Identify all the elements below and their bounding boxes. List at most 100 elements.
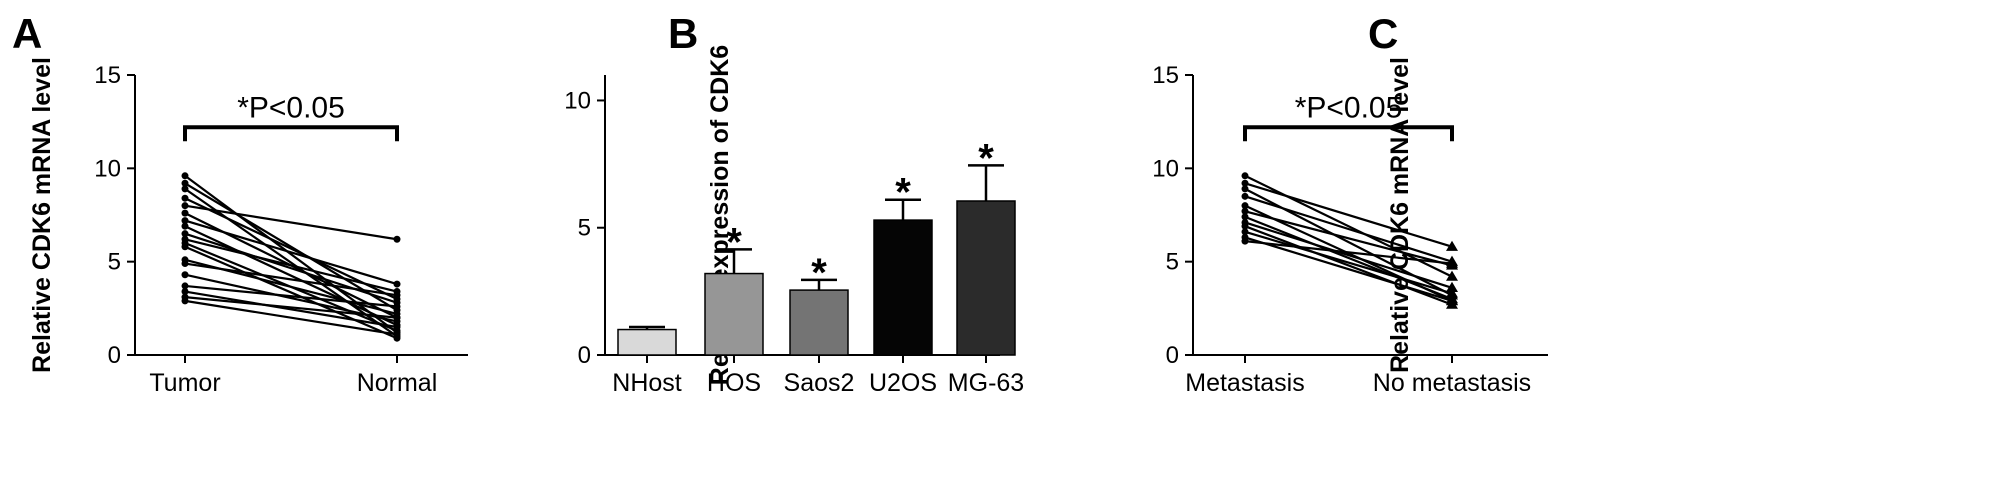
panel-a-point <box>393 235 401 243</box>
panel-a-point <box>393 314 401 322</box>
panel-b-significance-star: * <box>811 251 827 295</box>
panel-c-y-tick-label: 5 <box>1166 249 1179 276</box>
panel-a-y-tick-label: 5 <box>108 249 121 276</box>
panel-b-y-tick-label: 5 <box>578 215 591 242</box>
panel-a-point <box>181 179 189 187</box>
panel-b-x-tick-label: MG-63 <box>948 369 1024 397</box>
panel-a-point <box>181 282 189 290</box>
panel-c-point <box>1446 240 1458 251</box>
panel-a-series-line <box>184 204 398 241</box>
panel-c-y-tick-label: 15 <box>1152 62 1179 89</box>
panel-c-point <box>1446 270 1458 281</box>
panel-a-point <box>181 271 189 279</box>
panel-c-point <box>1446 257 1458 268</box>
panel-b-significance-star: * <box>978 136 994 180</box>
panel-a-annotation: *P<0.05 <box>183 91 399 142</box>
panel-c-series-line <box>1244 221 1453 289</box>
panel-a-point <box>181 185 189 193</box>
panel-b-significance-star: * <box>726 220 742 264</box>
panel-a-point <box>393 302 401 310</box>
panel-a-series-line <box>184 284 398 308</box>
panel-a-y-tick-label: 15 <box>94 62 121 89</box>
panel-c-point <box>1241 192 1249 200</box>
panel-a-p-value-label: *P<0.05 <box>237 91 345 124</box>
panel-a-point <box>393 330 401 338</box>
panel-a-point <box>393 323 401 331</box>
panel-c-point <box>1241 172 1249 180</box>
panel-a-significance-bracket <box>183 125 399 142</box>
panel-c-point <box>1241 179 1249 187</box>
panel-a-y-tick-label: 0 <box>108 342 121 369</box>
panel-c-annotation: *P<0.05 <box>1243 91 1454 142</box>
panel-a-series-line <box>184 219 398 286</box>
panel-a-point <box>181 202 189 210</box>
panel-b-bars: * * * * <box>617 136 1016 356</box>
panel-c-axes: 0 5 10 15 Metastasis No metastasis <box>1152 62 1548 397</box>
panel-a-series-line <box>184 225 398 327</box>
panel-a-series <box>181 172 401 342</box>
panel-b-x-tick-label: U2OS <box>869 369 937 397</box>
panel-c-series-line <box>1244 182 1453 248</box>
panel-b-axes: 0 5 10 NHost HOS Saos2 U2OS MG-63 <box>564 75 1024 397</box>
panel-c-p-value-label: *P<0.05 <box>1295 91 1403 124</box>
panel-a-x-tick-label: Normal <box>357 369 438 397</box>
panel-c-y-axis-label: Relative CDK6 mRNA level <box>1386 57 1414 373</box>
panel-a-series-line <box>184 262 398 297</box>
panel-c-series-line <box>1244 210 1453 267</box>
panel-b-y-tick-label: 0 <box>578 342 591 369</box>
panel-c-letter: C <box>1368 10 1398 57</box>
panel-c-significance-bracket <box>1243 125 1454 142</box>
panel-b-bar <box>704 272 764 356</box>
panel-a-point <box>393 280 401 288</box>
panel-a-point <box>181 230 189 238</box>
panel-a-series-line <box>184 245 398 340</box>
panel-a-series-line <box>184 238 398 293</box>
panel-c-point <box>1241 222 1249 230</box>
panel-a-point <box>181 288 189 296</box>
panel-a-series-line <box>184 174 398 334</box>
panel-c-series-line <box>1244 240 1453 265</box>
panel-c-x-tick-label: Metastasis <box>1185 369 1304 397</box>
panel-c-point <box>1241 213 1249 221</box>
panel-c-point <box>1241 207 1249 215</box>
panel-c-series <box>1241 172 1458 309</box>
panel-b-x-tick-label: HOS <box>707 369 761 397</box>
panel-b-letter: B <box>668 10 698 57</box>
panel-c-y-tick-label: 0 <box>1166 342 1179 369</box>
panel-b-significance-star: * <box>895 171 911 215</box>
panel-a-series-line <box>184 187 398 338</box>
panel-b-x-tick-label: NHost <box>612 369 682 397</box>
panel-c-point <box>1241 228 1249 236</box>
panel-c-point <box>1241 202 1249 210</box>
panel-c-series-line <box>1244 230 1453 295</box>
panel-b-bar <box>617 328 677 356</box>
panel-c-point <box>1446 287 1458 298</box>
panel-b-bar <box>789 289 849 356</box>
panel-a-letter: A <box>12 10 42 57</box>
panel-a-point <box>181 172 189 180</box>
panel-c-point <box>1241 237 1249 245</box>
panel-a-point <box>181 243 189 251</box>
panel-a-point <box>181 217 189 225</box>
panel-a-point <box>181 194 189 202</box>
panel-c-point <box>1241 185 1249 193</box>
panel-a: A Relative CDK6 mRNA level 0 5 10 15 Tumor No… <box>12 10 468 397</box>
panel-b-y-tick-label: 10 <box>564 87 591 114</box>
panel-b-bar <box>956 200 1016 356</box>
panel-a-point <box>181 260 189 268</box>
panel-c-y-tick-label: 10 <box>1152 155 1179 182</box>
panel-b-x-tick-label: Saos2 <box>784 369 855 397</box>
panel-a-axes: 0 5 10 15 Tumor Normal <box>94 62 468 397</box>
panel-c-point <box>1446 294 1458 306</box>
panel-a-series-line <box>184 299 398 336</box>
panel-a-y-tick-label: 10 <box>94 155 121 182</box>
panel-c-x-tick-label: No metastasis <box>1373 369 1531 397</box>
panel-c-series-line <box>1244 225 1453 306</box>
panel-c-series-line <box>1244 215 1453 301</box>
panel-a-point <box>181 297 189 305</box>
panel-c-series-line <box>1244 195 1453 263</box>
panel-b-bar <box>873 219 933 356</box>
panel-a-point <box>181 209 189 217</box>
